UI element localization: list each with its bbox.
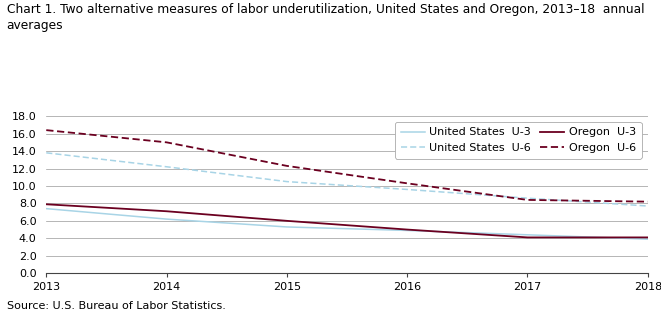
Text: Chart 1. Two alternative measures of labor underutilization, United States and O: Chart 1. Two alternative measures of lab… [7,3,644,32]
Text: Source: U.S. Bureau of Labor Statistics.: Source: U.S. Bureau of Labor Statistics. [7,301,225,311]
Legend: United States  U-3, United States  U-6, Oregon  U-3, Oregon  U-6: United States U-3, United States U-6, Or… [395,122,642,159]
